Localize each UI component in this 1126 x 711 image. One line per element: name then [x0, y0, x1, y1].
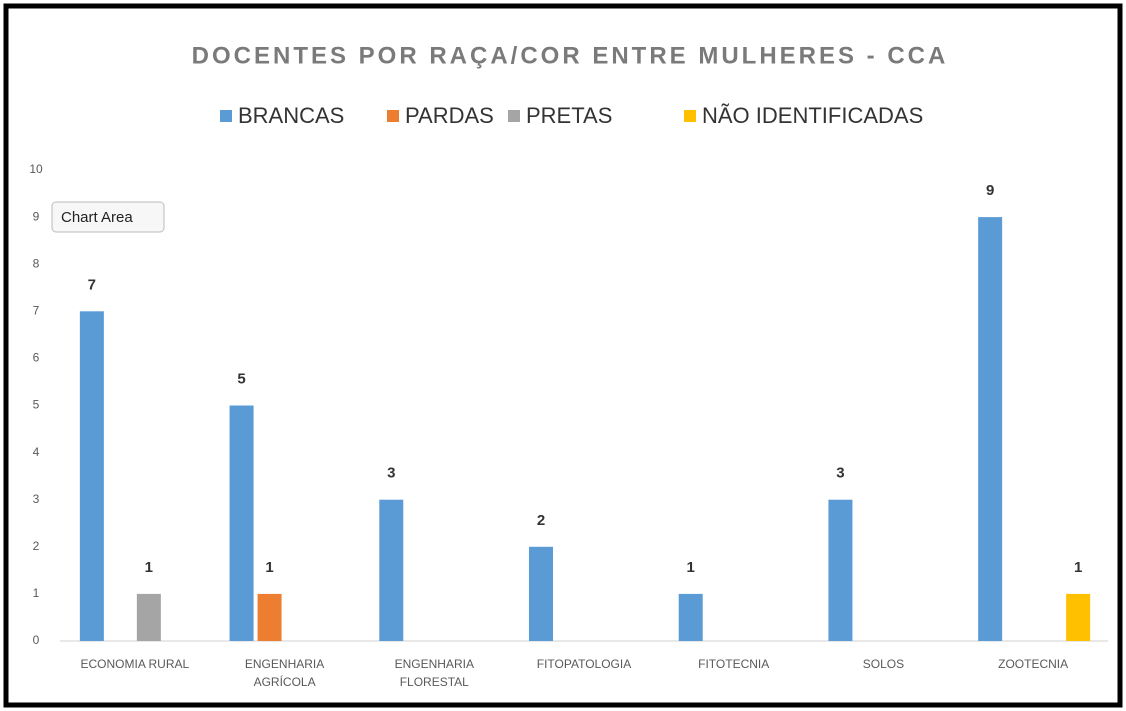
x-tick-label: ENGENHARIA FLORESTAL [395, 657, 474, 689]
legend-swatch [508, 110, 520, 122]
data-label: 3 [836, 465, 844, 482]
data-label: 2 [537, 512, 545, 529]
bar [79, 311, 104, 641]
x-tick-label: ENGENHARIA AGRÍCOLA [245, 657, 324, 689]
y-tick-label: 0 [33, 633, 40, 647]
data-label: 7 [88, 276, 96, 293]
bar [828, 499, 853, 641]
bar [379, 499, 404, 641]
x-tick-label: ZOOTECNIA [998, 657, 1068, 671]
legend-swatch [684, 110, 696, 122]
frame [3, 3, 1123, 708]
y-tick-label: 5 [33, 398, 40, 412]
tooltip-box [51, 201, 165, 233]
bar [978, 217, 1003, 641]
y-tick-label: 4 [33, 445, 40, 459]
chart-title: DOCENTES POR RAÇA/COR ENTRE MULHERES - C… [192, 42, 949, 69]
legend-label: BRANCAS [238, 103, 344, 128]
y-tick-label: 2 [33, 539, 40, 553]
data-label: 1 [145, 559, 153, 576]
legend-label: NÃO IDENTIFICADAS [702, 103, 923, 128]
data-label: 5 [237, 370, 245, 387]
data-label: 1 [687, 559, 695, 576]
bar [229, 405, 254, 641]
legend-swatch [220, 110, 232, 122]
bar [529, 546, 553, 641]
data-label: 9 [986, 182, 994, 199]
bar [257, 593, 282, 641]
bar [1066, 593, 1091, 641]
data-label: 1 [265, 559, 273, 576]
x-tick-label: ECONOMIA RURAL [81, 657, 190, 671]
y-tick-label: 9 [33, 209, 40, 223]
legend-label: PARDAS [405, 103, 494, 128]
x-tick-label: FITOPATOLOGIA [537, 657, 631, 671]
legend-swatch [387, 110, 399, 122]
y-tick-label: 1 [33, 586, 40, 600]
x-tick-label: FITOTECNIA [698, 657, 769, 671]
bar [136, 593, 161, 641]
y-tick-label: 3 [33, 492, 40, 506]
data-label: 1 [1074, 559, 1082, 576]
x-tick-label: SOLOS [863, 657, 904, 671]
bar [678, 593, 703, 641]
y-tick-label: 10 [29, 162, 43, 176]
y-tick-label: 6 [33, 351, 40, 365]
legend-label: PRETAS [526, 103, 612, 128]
y-tick-label: 7 [33, 303, 40, 317]
tooltip: Chart Area [61, 209, 133, 226]
data-label: 3 [387, 465, 395, 482]
y-tick-label: 8 [33, 256, 40, 270]
